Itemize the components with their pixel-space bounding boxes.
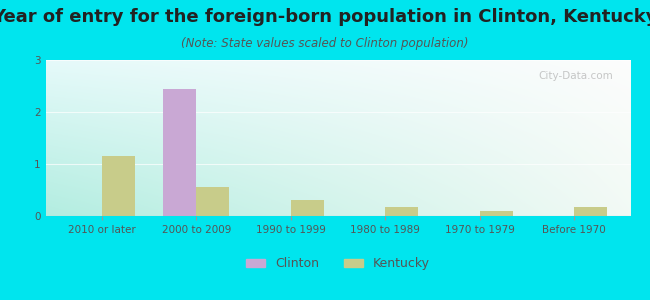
Bar — [385, 207, 418, 216]
Bar — [480, 211, 513, 216]
Bar — [291, 200, 324, 216]
Bar — [574, 207, 607, 216]
Text: City-Data.com: City-Data.com — [538, 71, 613, 81]
Bar — [196, 188, 229, 216]
Text: (Note: State values scaled to Clinton population): (Note: State values scaled to Clinton po… — [181, 38, 469, 50]
Legend: Clinton, Kentucky: Clinton, Kentucky — [241, 252, 435, 275]
Bar — [163, 88, 196, 216]
Text: Year of entry for the foreign-born population in Clinton, Kentucky: Year of entry for the foreign-born popul… — [0, 8, 650, 26]
Bar — [102, 156, 135, 216]
